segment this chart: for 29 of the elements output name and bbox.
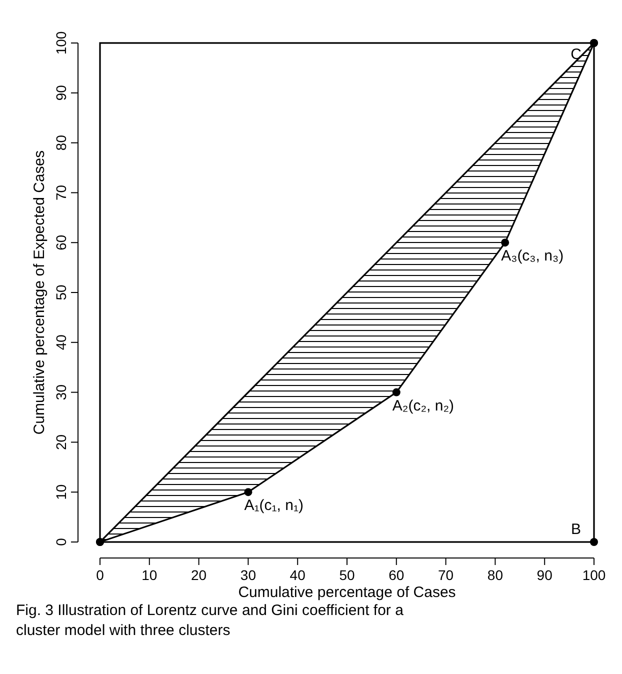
x-tick-label: 60 (388, 567, 404, 583)
y-tick-label: 80 (53, 134, 69, 151)
x-tick-label: 100 (582, 567, 606, 583)
x-tick-label: 0 (96, 567, 104, 583)
y-tick-label: 60 (53, 234, 69, 250)
y-tick-label: 30 (53, 384, 69, 400)
x-tick-label: 70 (438, 567, 454, 583)
x-tick-label: 10 (142, 567, 158, 583)
x-tick-label: 30 (240, 567, 256, 583)
annotation: A₂(c₂, n₂) (392, 397, 454, 414)
x-tick-label: 80 (487, 567, 504, 583)
y-tick-label: 0 (53, 538, 69, 546)
x-tick-label: 90 (536, 567, 553, 583)
y-tick-label: 100 (53, 31, 69, 55)
y-tick-label: 20 (53, 434, 69, 450)
y-axis-title: Cumulative percentage of Expected Cases (31, 150, 48, 435)
caption: Fig. 3 Illustration of Lorentz curve and Gini coefficient for a cluster model with three clusters (16, 602, 404, 639)
x-axis-title: Cumulative percentage of Cases (238, 584, 456, 601)
annotation: B (570, 521, 582, 538)
y-tick-label: 40 (53, 334, 69, 350)
x-tick-label: 50 (339, 567, 355, 583)
x-tick-label: 40 (290, 567, 306, 583)
x-tick-label: 20 (191, 567, 207, 583)
y-tick-label: 90 (53, 84, 69, 101)
annotation: A₁(c₁, n₁) (244, 497, 304, 514)
y-tick-label: 50 (53, 284, 69, 300)
annotation: A₃(c₃, n₃) (501, 248, 564, 265)
y-tick-label: 70 (53, 184, 69, 200)
y-tick-label: 10 (53, 484, 69, 500)
